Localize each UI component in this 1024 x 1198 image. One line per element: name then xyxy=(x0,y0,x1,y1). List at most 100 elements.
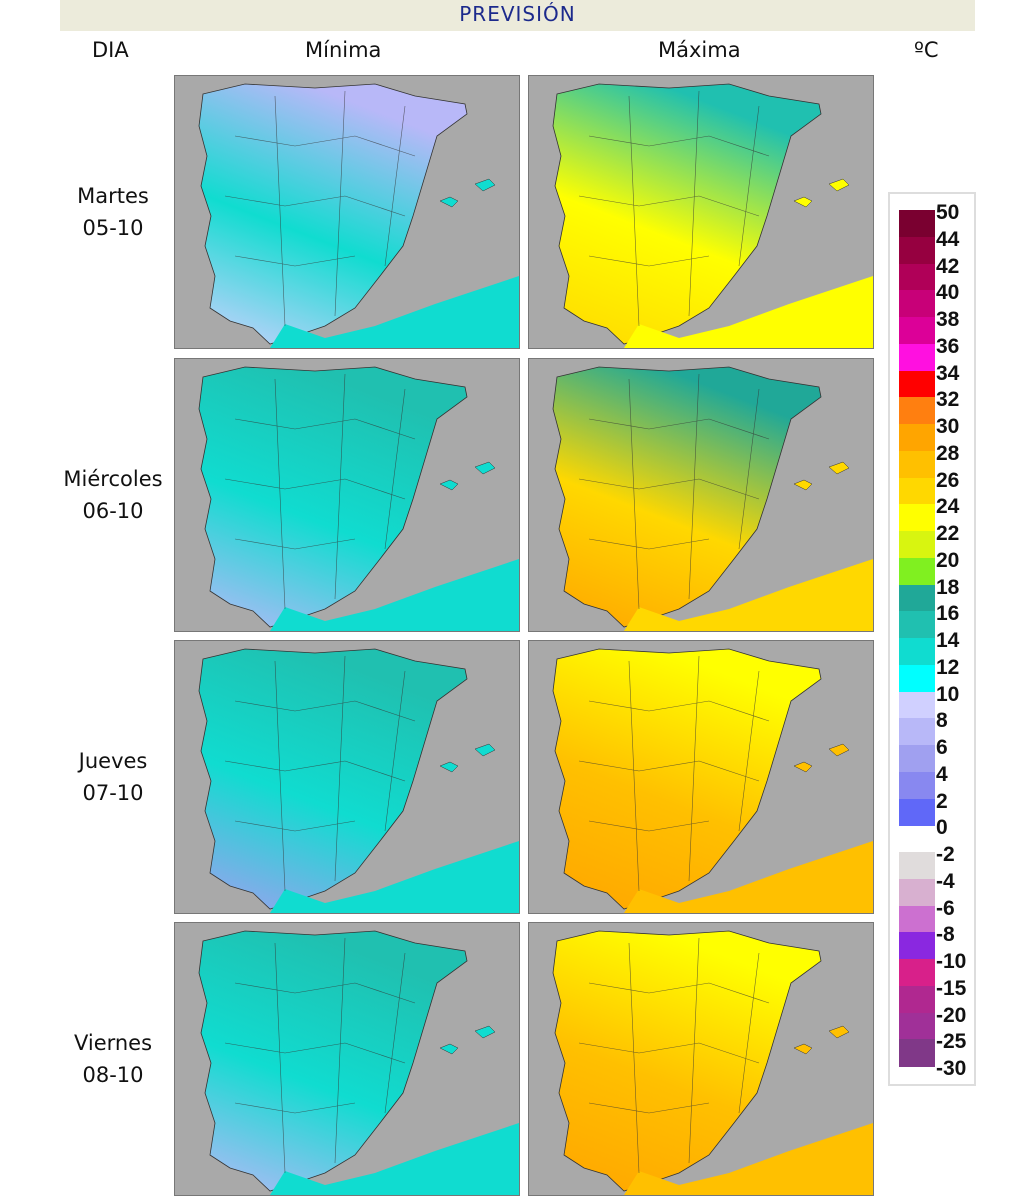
legend-swatch xyxy=(899,477,935,505)
min-temp-map xyxy=(174,358,520,632)
balearic-islands xyxy=(439,178,496,208)
legend-swatch xyxy=(899,959,935,987)
iberia-map xyxy=(552,366,822,628)
africa-map xyxy=(270,841,519,913)
legend-label: 40 xyxy=(936,281,960,305)
balearic-islands xyxy=(793,461,850,491)
legend-swatch xyxy=(899,317,935,345)
day-name: Miércoles xyxy=(63,467,163,491)
legend-swatch xyxy=(899,691,935,719)
balearic-islands xyxy=(439,461,496,491)
day-label: Jueves 07-10 xyxy=(50,745,176,809)
legend-label: 10 xyxy=(936,682,960,706)
day-date: 05-10 xyxy=(82,216,144,240)
min-temp-map xyxy=(174,922,520,1196)
legend-label: 24 xyxy=(936,495,960,519)
min-temp-map xyxy=(174,640,520,914)
legend-label: 34 xyxy=(936,361,960,385)
iberia-map xyxy=(198,83,468,345)
iberia-map xyxy=(552,930,822,1192)
legend-label: 2 xyxy=(936,789,948,813)
legend-swatch xyxy=(899,905,935,933)
legend-swatch xyxy=(899,397,935,425)
max-temp-map xyxy=(528,922,874,1196)
legend-swatch xyxy=(899,985,935,1013)
day-date: 08-10 xyxy=(82,1063,144,1087)
legend-swatch xyxy=(899,531,935,559)
max-temp-map xyxy=(528,75,874,349)
temperature-legend: 50 44 42 40 38 36 34 32 30 28 26 24 22 20 18 16 14 12 10 8 6… xyxy=(888,192,976,1086)
max-column-header: Máxima xyxy=(658,38,741,62)
legend-label: -2 xyxy=(936,843,955,866)
legend-swatch xyxy=(899,638,935,666)
legend-label: -25 xyxy=(936,1030,967,1054)
legend-label: -8 xyxy=(936,923,955,947)
min-temp-map xyxy=(174,75,520,349)
legend-label: -15 xyxy=(936,976,967,1000)
balearic-islands xyxy=(793,1025,850,1055)
legend-swatch xyxy=(899,343,935,371)
legend-swatch xyxy=(899,1012,935,1040)
legend-swatch xyxy=(899,878,935,906)
legend-swatch xyxy=(899,1039,935,1067)
legend-swatch xyxy=(899,771,935,799)
legend-label: 28 xyxy=(936,441,960,465)
legend-label: 50 xyxy=(936,201,960,224)
legend-label: 22 xyxy=(936,522,960,545)
iberia-map xyxy=(198,648,468,910)
legend-swatch xyxy=(899,745,935,773)
legend-label: -4 xyxy=(936,869,955,893)
min-column-header: Mínima xyxy=(305,38,382,62)
legend-label: 26 xyxy=(936,468,960,492)
africa-map xyxy=(624,1123,873,1195)
legend-label: -30 xyxy=(936,1057,967,1080)
legend-label: 38 xyxy=(936,308,960,331)
africa-map xyxy=(270,1123,519,1195)
day-label: Miércoles 06-10 xyxy=(50,463,176,527)
legend-label: 36 xyxy=(936,334,960,358)
legend-label: 32 xyxy=(936,388,960,412)
legend-swatch xyxy=(899,263,935,291)
day-column-header: DIA xyxy=(92,38,129,62)
iberia-map xyxy=(198,930,468,1192)
legend-swatch xyxy=(899,718,935,746)
legend-label: 4 xyxy=(936,762,948,786)
day-label: Martes 05-10 xyxy=(50,180,176,244)
legend-label: -20 xyxy=(936,1003,967,1027)
legend-swatch xyxy=(899,290,935,318)
africa-map xyxy=(624,841,873,913)
legend-swatch xyxy=(899,370,935,398)
legend-swatch xyxy=(899,557,935,585)
legend-label: 30 xyxy=(936,415,960,438)
legend-label: 44 xyxy=(936,227,960,251)
africa-map xyxy=(270,559,519,631)
legend-label: 6 xyxy=(936,736,948,759)
day-date: 06-10 xyxy=(82,499,144,523)
max-temp-map xyxy=(528,358,874,632)
day-name: Viernes xyxy=(73,1031,153,1055)
legend-swatch xyxy=(899,210,935,238)
legend-swatch xyxy=(899,584,935,612)
legend-label: -6 xyxy=(936,896,955,920)
legend-swatch xyxy=(899,611,935,639)
legend-label: 42 xyxy=(936,254,960,278)
iberia-map xyxy=(552,648,822,910)
legend-label: 20 xyxy=(936,548,960,572)
legend-label: 18 xyxy=(936,575,960,599)
legend-swatch xyxy=(899,450,935,478)
legend-label: 14 xyxy=(936,629,960,652)
legend-label: 16 xyxy=(936,602,960,626)
legend-swatch xyxy=(899,852,935,880)
legend-label: 12 xyxy=(936,655,960,679)
iberia-map xyxy=(552,83,822,345)
balearic-islands xyxy=(793,743,850,773)
legend-label: 0 xyxy=(936,816,948,840)
legend-swatch xyxy=(899,798,935,826)
legend-label: 8 xyxy=(936,709,948,733)
africa-map xyxy=(624,276,873,348)
africa-map xyxy=(270,276,519,348)
legend-swatch xyxy=(899,932,935,960)
max-temp-map xyxy=(528,640,874,914)
balearic-islands xyxy=(439,743,496,773)
legend-swatch xyxy=(899,236,935,264)
